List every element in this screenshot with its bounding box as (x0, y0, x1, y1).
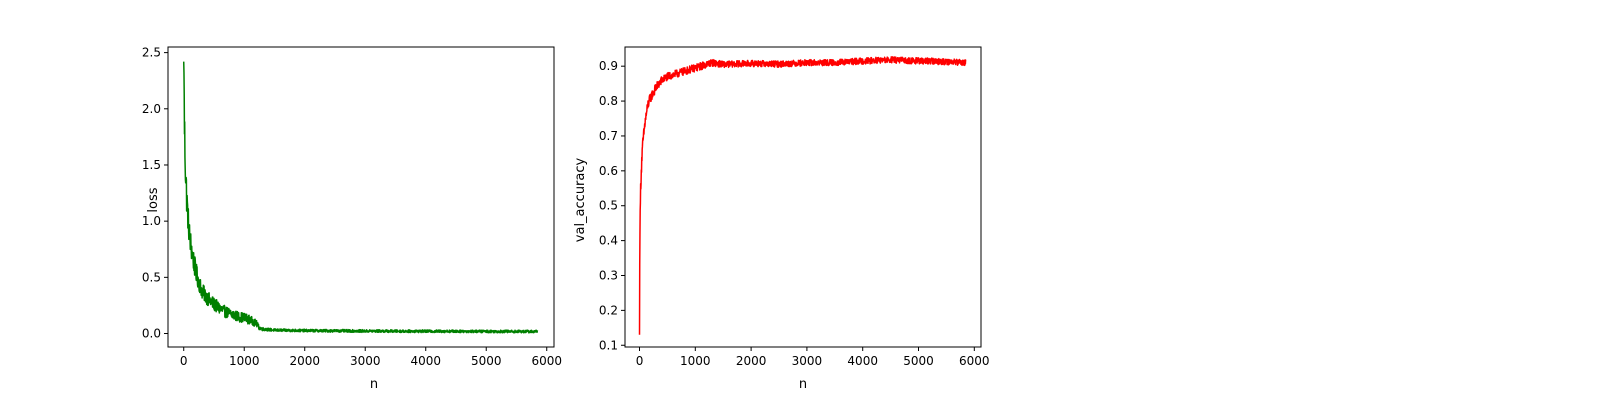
loss-x-tick-label: 2000 (289, 354, 320, 368)
val-accuracy-x-axis-label: n (799, 377, 807, 392)
val-accuracy-y-tick-label: 0.1 (599, 338, 618, 352)
loss-x-tick-label: 3000 (350, 354, 381, 368)
loss-x-tick-label: 0 (180, 354, 188, 368)
loss-y-tick-label: 1.0 (142, 214, 161, 228)
loss-x-tick-label: 1000 (229, 354, 260, 368)
val-accuracy-x-tick-label: 3000 (792, 354, 823, 368)
loss-x-tick-label: 6000 (531, 354, 562, 368)
val-accuracy-x-tick-label: 4000 (847, 354, 878, 368)
val-accuracy-series-line (638, 56, 967, 335)
loss-chart: 0 1000 2000 3000 4000 5000 6000 0.0 0.5 1.0 1.5 2.… (142, 46, 562, 392)
loss-y-axis-label: loss (146, 187, 161, 212)
val-accuracy-plot-area (638, 56, 967, 335)
val-accuracy-y-tick-label: 0.4 (599, 234, 618, 248)
val-accuracy-y-tick-label: 0.7 (599, 129, 618, 143)
val-accuracy-chart: 0 1000 2000 3000 4000 5000 6000 0.10.20.30.40.… (573, 46, 990, 392)
val-accuracy-plot-frame (624, 46, 982, 348)
loss-y-tick-label: 0.0 (142, 327, 161, 341)
val-accuracy-y-tick-label: 0.9 (599, 59, 618, 73)
val-accuracy-y-axis-label: val_accuracy (573, 157, 588, 242)
val-accuracy-x-tick-label: 0 (636, 354, 644, 368)
loss-x-tick-label: 4000 (410, 354, 441, 368)
loss-plot-area (182, 61, 539, 334)
loss-y-ticks: 0.0 0.5 1.0 1.5 2.0 2.5 (142, 46, 168, 341)
val-accuracy-x-tick-label: 2000 (736, 354, 767, 368)
loss-y-tick-label: 2.5 (142, 46, 161, 60)
loss-y-tick-label: 2.0 (142, 102, 161, 116)
loss-y-tick-label: 1.5 (142, 158, 161, 172)
loss-x-ticks: 0 1000 2000 3000 4000 5000 6000 (180, 347, 562, 368)
val-accuracy-y-tick-label: 0.3 (599, 268, 618, 282)
val-accuracy-y-tick-label: 0.2 (599, 303, 618, 317)
loss-series-line (182, 61, 539, 334)
val-accuracy-y-tick-label: 0.8 (599, 94, 618, 108)
val-accuracy-y-ticks: 0.1 0.2 0.3 0.4 0.5 0.6 0.7 0.8 0.9 (599, 59, 625, 352)
loss-y-tick-label: 0.5 (142, 270, 161, 284)
val-accuracy-y-tick-label: 0.5 (599, 199, 618, 213)
loss-x-axis-label: n (370, 377, 378, 392)
loss-plot-frame (167, 46, 555, 348)
val-accuracy-x-ticks: 0 1000 2000 3000 4000 5000 6000 (636, 347, 990, 368)
val-accuracy-y-tick-label: 0.6 (599, 164, 618, 178)
loss-x-tick-label: 5000 (471, 354, 502, 368)
val-accuracy-x-tick-label: 1000 (680, 354, 711, 368)
val-accuracy-x-tick-label: 5000 (903, 354, 934, 368)
val-accuracy-x-tick-label: 6000 (959, 354, 990, 368)
